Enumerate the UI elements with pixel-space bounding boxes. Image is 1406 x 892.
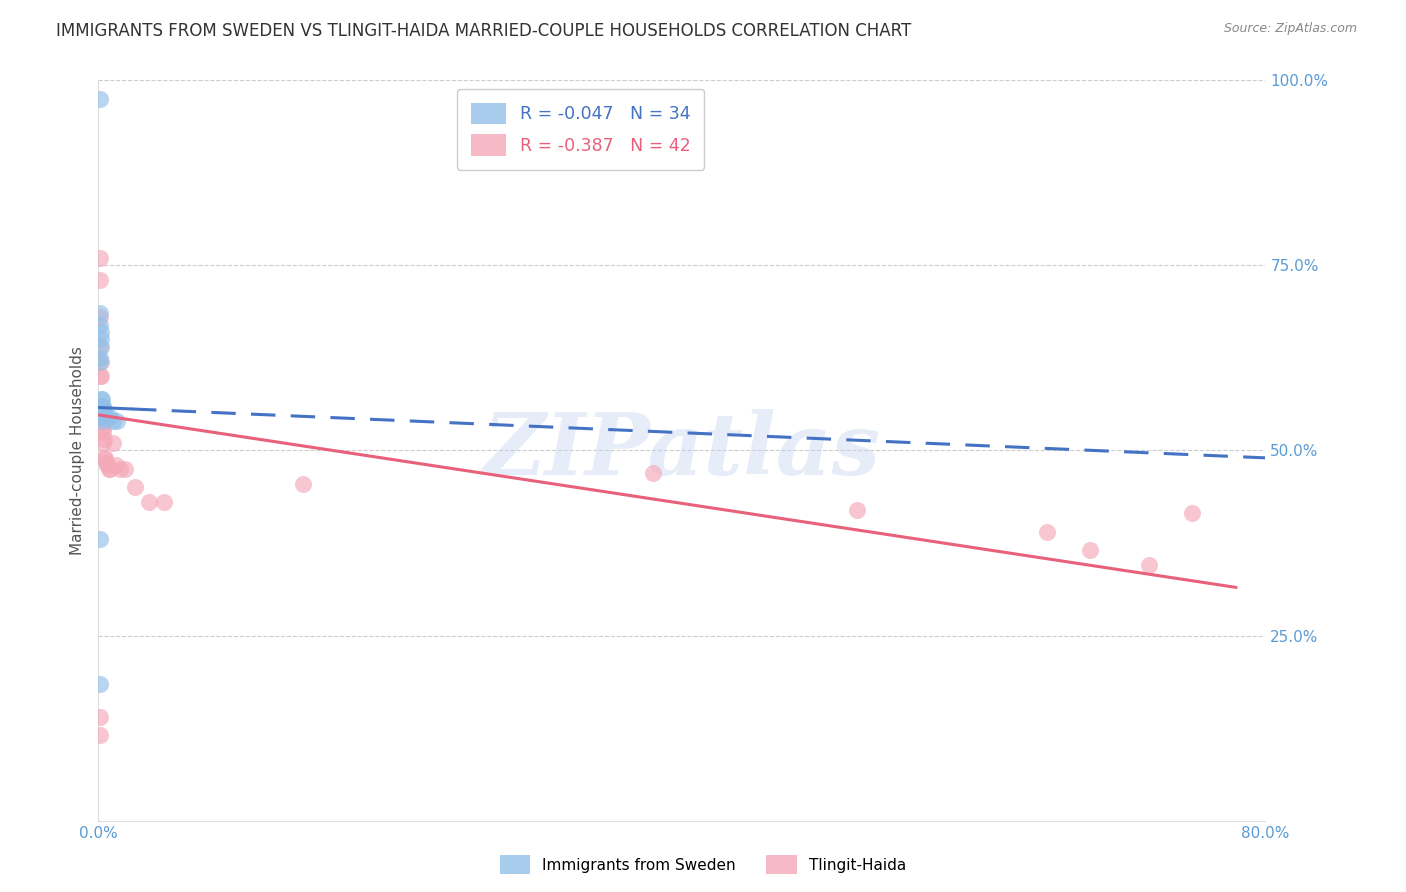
- Point: [91, 414, 114, 428]
- Point: [94, 450, 117, 465]
- Text: IMMIGRANTS FROM SWEDEN VS TLINGIT-HAIDA MARRIED-COUPLE HOUSEHOLDS CORRELATION CH: IMMIGRANTS FROM SWEDEN VS TLINGIT-HAIDA …: [56, 22, 911, 40]
- Point: [1035, 524, 1057, 539]
- Point: [90, 392, 112, 406]
- Point: [89, 676, 111, 690]
- Point: [89, 351, 111, 365]
- Point: [93, 450, 115, 465]
- Point: [89, 310, 111, 325]
- Point: [1181, 507, 1204, 521]
- Point: [89, 92, 111, 106]
- Point: [105, 414, 128, 428]
- Point: [114, 462, 136, 476]
- Point: [90, 414, 112, 428]
- Point: [291, 476, 314, 491]
- Point: [90, 399, 112, 413]
- Point: [1137, 558, 1160, 573]
- Legend: R = -0.047   N = 34, R = -0.387   N = 42: R = -0.047 N = 34, R = -0.387 N = 42: [457, 89, 704, 169]
- Point: [91, 425, 114, 439]
- Point: [89, 729, 111, 743]
- Point: [98, 410, 121, 425]
- Point: [89, 710, 111, 724]
- Point: [90, 407, 112, 421]
- Point: [1080, 543, 1102, 558]
- Legend: Immigrants from Sweden, Tlingit-Haida: Immigrants from Sweden, Tlingit-Haida: [494, 849, 912, 880]
- Point: [90, 414, 112, 428]
- Point: [90, 369, 112, 384]
- Point: [91, 436, 114, 450]
- Point: [91, 399, 114, 413]
- Point: [91, 410, 114, 425]
- Point: [641, 466, 664, 480]
- Point: [138, 495, 160, 509]
- Point: [96, 458, 118, 473]
- Point: [98, 462, 121, 476]
- Point: [91, 407, 114, 421]
- Point: [90, 325, 112, 339]
- Point: [97, 462, 120, 476]
- Point: [91, 421, 114, 435]
- Point: [90, 410, 112, 425]
- Point: [124, 480, 146, 494]
- Point: [91, 414, 114, 428]
- Point: [93, 402, 115, 417]
- Point: [153, 495, 176, 509]
- Point: [90, 399, 112, 413]
- Point: [90, 340, 112, 354]
- Point: [104, 458, 127, 473]
- Point: [90, 354, 112, 368]
- Point: [90, 410, 112, 425]
- Point: [110, 462, 132, 476]
- Point: [90, 399, 112, 413]
- Point: [94, 410, 117, 425]
- Point: [89, 251, 111, 265]
- Point: [89, 273, 111, 287]
- Point: [91, 410, 114, 425]
- Point: [93, 407, 115, 421]
- Text: ZIPatlas: ZIPatlas: [482, 409, 882, 492]
- Point: [89, 318, 111, 332]
- Point: [93, 433, 115, 447]
- Point: [90, 402, 112, 417]
- Point: [90, 402, 112, 417]
- Text: Source: ZipAtlas.com: Source: ZipAtlas.com: [1223, 22, 1357, 36]
- Point: [96, 410, 118, 425]
- Point: [89, 533, 111, 547]
- Point: [101, 436, 124, 450]
- Point: [90, 332, 112, 346]
- Point: [90, 392, 112, 406]
- Point: [93, 410, 115, 425]
- Point: [846, 502, 869, 516]
- Point: [89, 340, 111, 354]
- Point: [94, 410, 117, 425]
- Point: [89, 306, 111, 320]
- Point: [94, 454, 117, 468]
- Y-axis label: Married-couple Households: Married-couple Households: [69, 346, 84, 555]
- Point: [101, 414, 124, 428]
- Point: [90, 399, 112, 413]
- Point: [89, 354, 111, 368]
- Point: [91, 414, 114, 428]
- Point: [90, 410, 112, 425]
- Point: [91, 421, 114, 435]
- Point: [91, 399, 114, 413]
- Point: [91, 402, 114, 417]
- Point: [89, 369, 111, 384]
